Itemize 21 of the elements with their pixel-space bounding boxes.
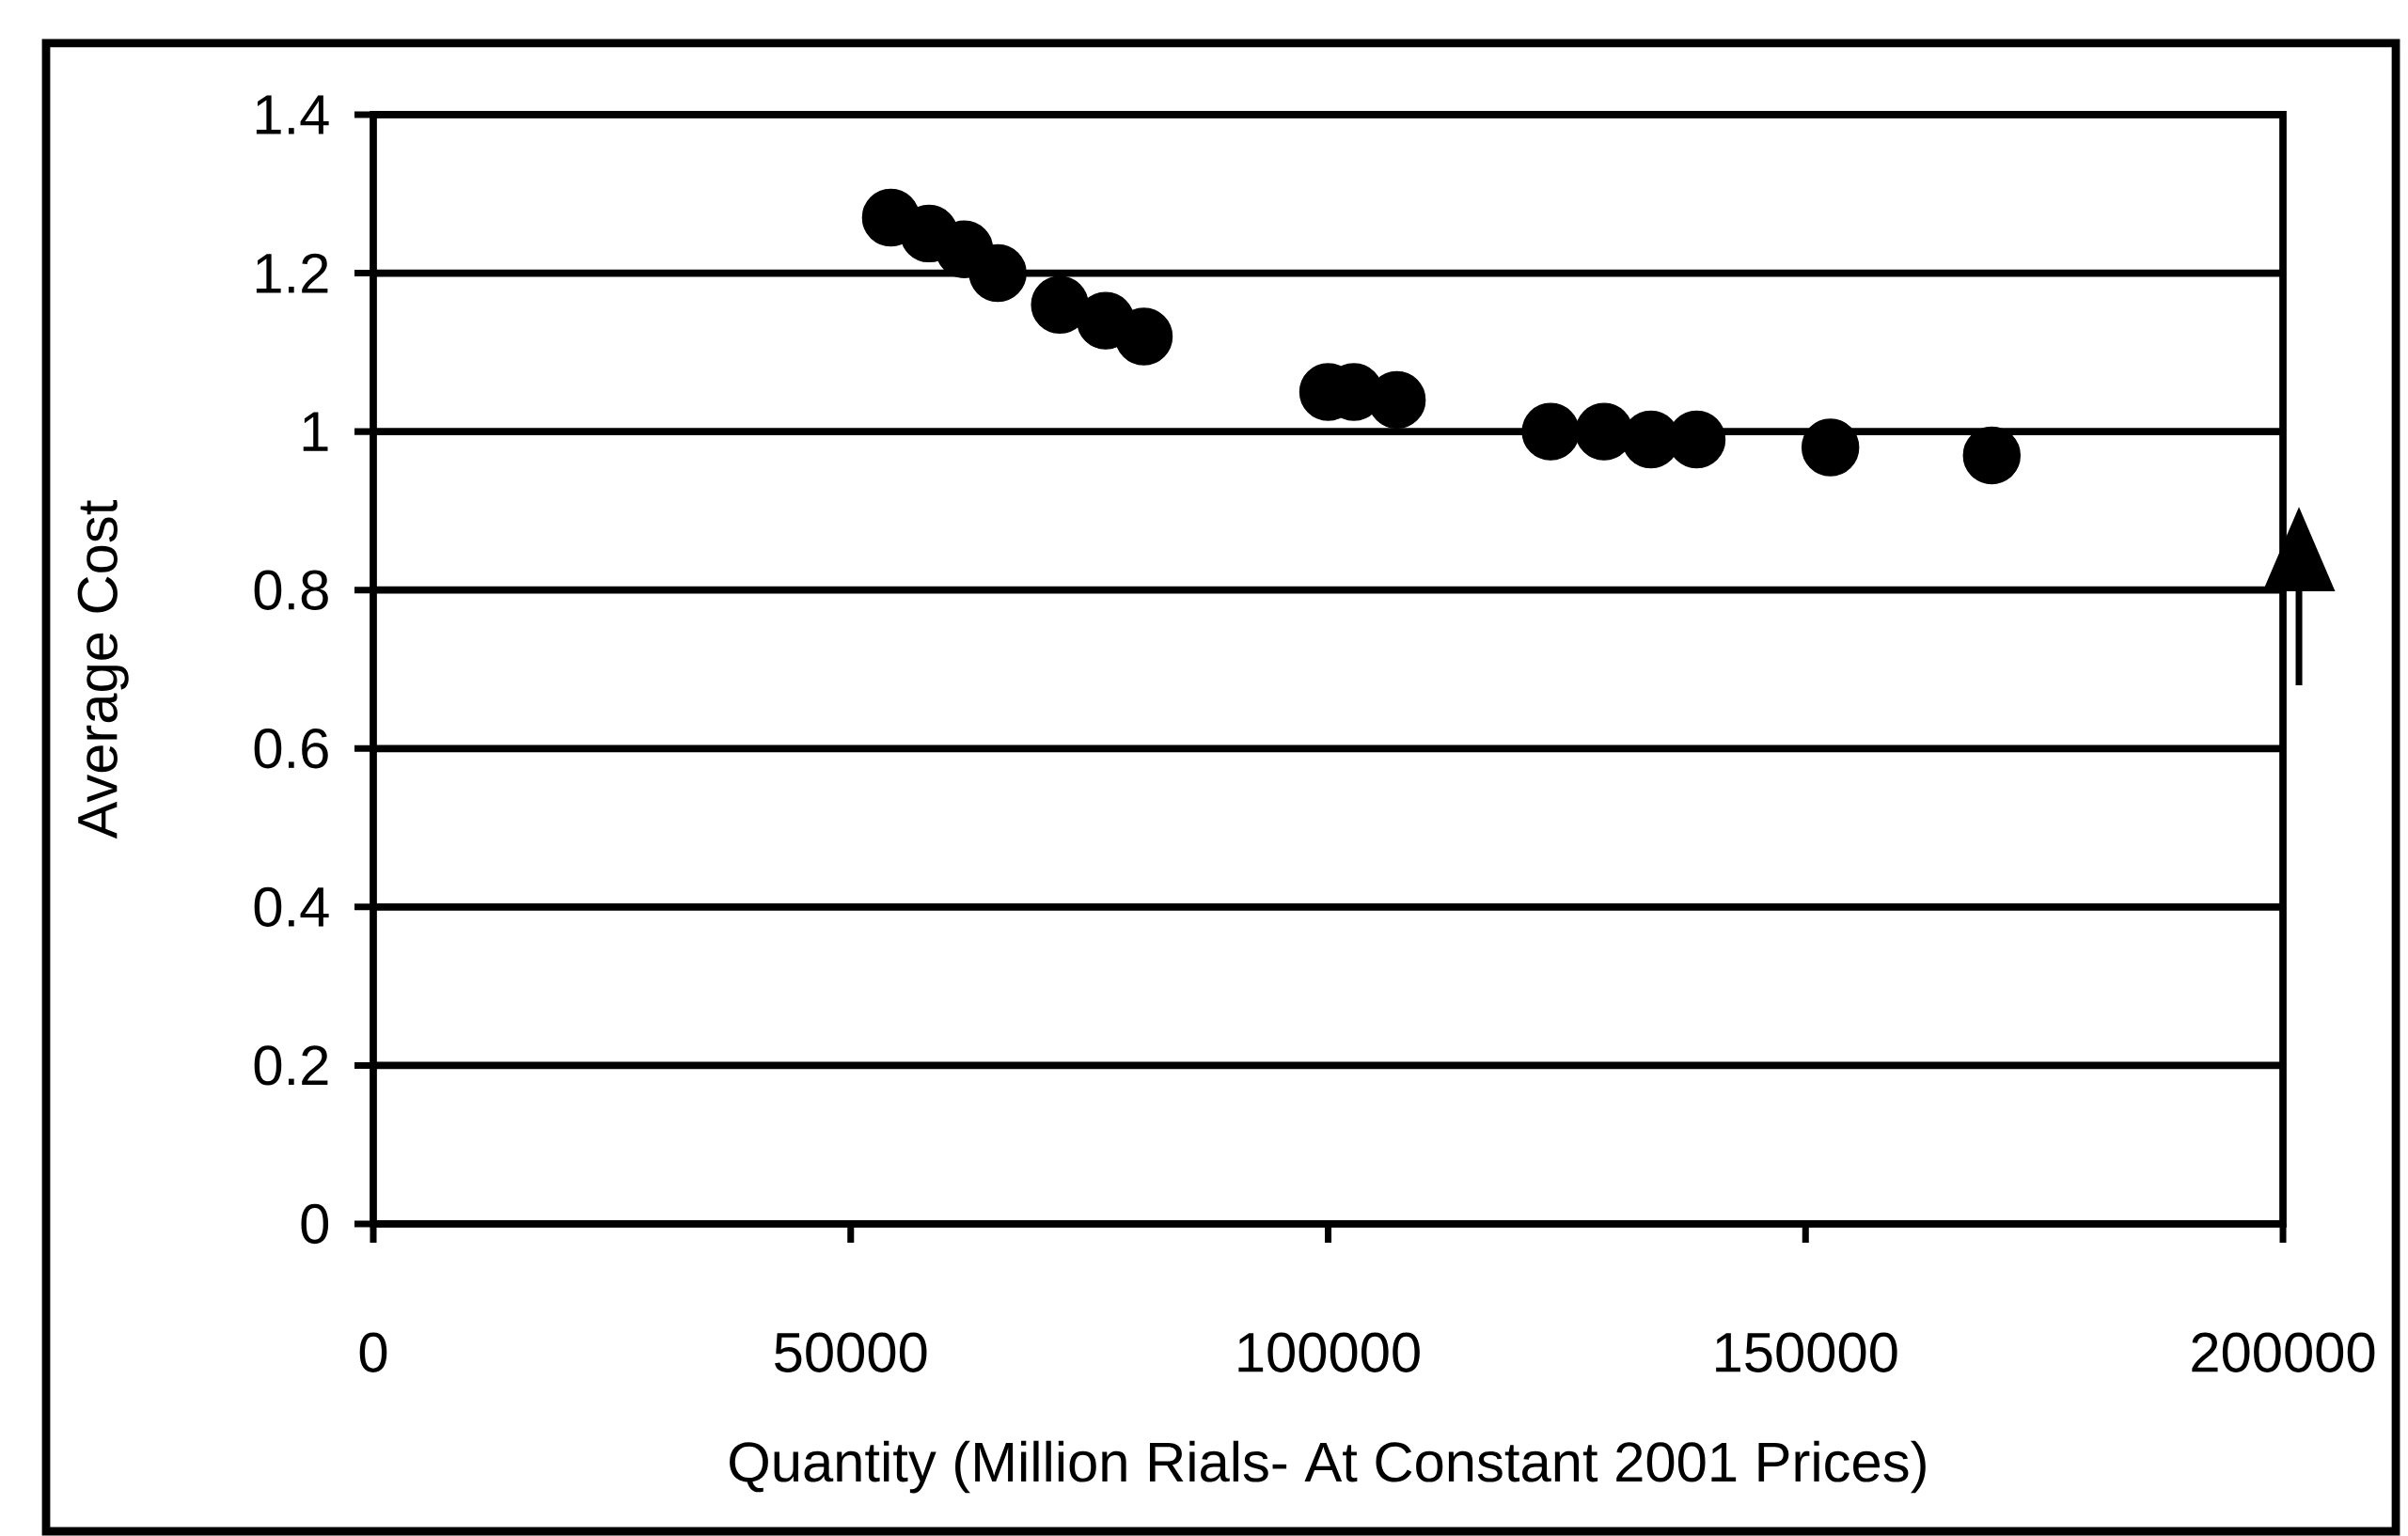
- point: [1801, 418, 1860, 477]
- y-tick-label: 1.2: [256, 253, 328, 293]
- y-tick-label: 0.2: [254, 1045, 328, 1086]
- point: [1962, 426, 2022, 485]
- y-tick-label: 1.4: [256, 95, 329, 134]
- x-axis-title: Quantity (Million Rials- At Constant 2001 Prices): [730, 1440, 1926, 1494]
- point: [1521, 402, 1580, 461]
- y-tick-label: 0: [301, 1203, 329, 1245]
- y-tick-label: 0.6: [254, 729, 328, 769]
- x-tick-label: 100000: [1238, 1332, 1420, 1372]
- x-tick-label: 50000: [775, 1332, 927, 1372]
- y-tick-label: 0.8: [254, 570, 328, 610]
- y-axis-title: Average Cost: [77, 500, 129, 839]
- x-tick-label: 200000: [2192, 1332, 2375, 1372]
- point: [1114, 307, 1173, 366]
- x-tick-label: 150000: [1716, 1332, 1897, 1372]
- y-tick-label: 1: [303, 412, 328, 451]
- point: [1031, 275, 1089, 334]
- y-tick-label: 0.4: [254, 886, 329, 928]
- point: [968, 243, 1027, 303]
- x-tick-label: 0: [359, 1332, 387, 1372]
